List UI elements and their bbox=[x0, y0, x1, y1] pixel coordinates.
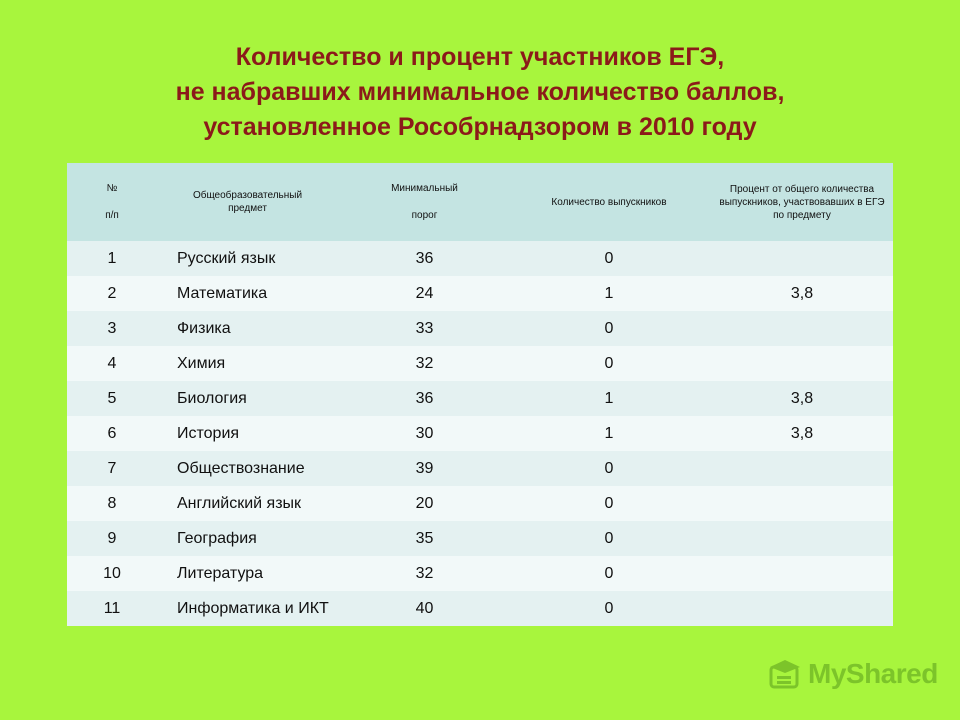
watermark-text: MyShared bbox=[808, 658, 938, 689]
row-subject: Математика bbox=[157, 276, 342, 311]
row-number: 1 bbox=[67, 241, 157, 276]
table-row: 8 Английский язык 20 0 bbox=[67, 486, 893, 521]
row-percent bbox=[711, 591, 893, 626]
row-percent bbox=[711, 521, 893, 556]
row-number: 5 bbox=[67, 381, 157, 416]
row-subject: Обществознание bbox=[157, 451, 342, 486]
header-subject-line1: Общеобразовательный bbox=[192, 190, 303, 201]
row-percent bbox=[711, 311, 893, 346]
row-subject: Физика bbox=[157, 311, 342, 346]
row-percent: 3,8 bbox=[711, 416, 893, 451]
row-threshold: 32 bbox=[342, 346, 507, 381]
watermark-logo: MyShared bbox=[768, 656, 938, 692]
row-threshold: 30 bbox=[342, 416, 507, 451]
row-percent bbox=[711, 241, 893, 276]
title-line-1: Количество и процент участников ЕГЭ, bbox=[235, 43, 725, 71]
header-threshold: Минимальный порог bbox=[342, 163, 507, 241]
row-count: 0 bbox=[507, 346, 711, 381]
row-percent bbox=[711, 486, 893, 521]
row-count: 0 bbox=[507, 451, 711, 486]
row-threshold: 32 bbox=[342, 556, 507, 591]
header-count: Количество выпускников bbox=[507, 163, 711, 241]
header-subject-line2: предмет bbox=[228, 203, 267, 214]
row-number: 10 bbox=[67, 556, 157, 591]
row-percent: 3,8 bbox=[711, 381, 893, 416]
table-row: 9 География 35 0 bbox=[67, 521, 893, 556]
row-subject: Биология bbox=[157, 381, 342, 416]
header-percent: Процент от общего количества выпускников… bbox=[711, 163, 893, 241]
row-number: 8 bbox=[67, 486, 157, 521]
table-row: 7 Обществознание 39 0 bbox=[67, 451, 893, 486]
header-subject: Общеобразовательный предмет bbox=[157, 163, 342, 241]
row-threshold: 36 bbox=[342, 381, 507, 416]
row-subject: Химия bbox=[157, 346, 342, 381]
row-number: 4 bbox=[67, 346, 157, 381]
row-count: 1 bbox=[507, 381, 711, 416]
table-row: 11 Информатика и ИКТ 40 0 bbox=[67, 591, 893, 626]
row-percent bbox=[711, 556, 893, 591]
row-number: 9 bbox=[67, 521, 157, 556]
results-table: № п/п Общеобразовательный предмет Минима… bbox=[67, 163, 893, 626]
table-row: 6 История 30 1 3,8 bbox=[67, 416, 893, 451]
row-count: 0 bbox=[507, 311, 711, 346]
row-percent: 3,8 bbox=[711, 276, 893, 311]
table-row: 10 Литература 32 0 bbox=[67, 556, 893, 591]
row-threshold: 35 bbox=[342, 521, 507, 556]
table-row: 1 Русский язык 36 0 bbox=[67, 241, 893, 276]
header-number-pp: п/п bbox=[105, 210, 119, 221]
title-line-3: установленное Рособрнадзором в 2010 году bbox=[203, 113, 757, 141]
title-line-2: не набравших минимальное количество балл… bbox=[175, 78, 785, 106]
header-number-sign: № bbox=[106, 183, 118, 194]
page-title: Количество и процент участников ЕГЭ, не … bbox=[0, 40, 960, 145]
header-number: № п/п bbox=[67, 163, 157, 241]
row-count: 0 bbox=[507, 241, 711, 276]
row-count: 1 bbox=[507, 416, 711, 451]
row-number: 2 bbox=[67, 276, 157, 311]
row-subject: Литература bbox=[157, 556, 342, 591]
table-row: 3 Физика 33 0 bbox=[67, 311, 893, 346]
row-threshold: 20 bbox=[342, 486, 507, 521]
row-percent bbox=[711, 346, 893, 381]
header-threshold-line2: порог bbox=[411, 210, 438, 221]
row-subject: История bbox=[157, 416, 342, 451]
row-threshold: 33 bbox=[342, 311, 507, 346]
row-count: 0 bbox=[507, 486, 711, 521]
row-threshold: 40 bbox=[342, 591, 507, 626]
header-threshold-line1: Минимальный bbox=[391, 183, 458, 194]
table-row: 5 Биология 36 1 3,8 bbox=[67, 381, 893, 416]
row-threshold: 24 bbox=[342, 276, 507, 311]
row-number: 3 bbox=[67, 311, 157, 346]
row-subject: Информатика и ИКТ bbox=[157, 591, 342, 626]
row-number: 7 bbox=[67, 451, 157, 486]
row-count: 0 bbox=[507, 591, 711, 626]
row-threshold: 39 bbox=[342, 451, 507, 486]
row-subject: Русский язык bbox=[157, 241, 342, 276]
row-subject: Английский язык bbox=[157, 486, 342, 521]
row-number: 11 bbox=[67, 591, 157, 626]
row-percent bbox=[711, 451, 893, 486]
table-row: 4 Химия 32 0 bbox=[67, 346, 893, 381]
table-header-row: № п/п Общеобразовательный предмет Минима… bbox=[67, 163, 893, 241]
row-count: 0 bbox=[507, 521, 711, 556]
row-number: 6 bbox=[67, 416, 157, 451]
table-row: 2 Математика 24 1 3,8 bbox=[67, 276, 893, 311]
row-subject: География bbox=[157, 521, 342, 556]
row-count: 0 bbox=[507, 556, 711, 591]
row-count: 1 bbox=[507, 276, 711, 311]
row-threshold: 36 bbox=[342, 241, 507, 276]
mortarboard-icon bbox=[769, 660, 800, 689]
